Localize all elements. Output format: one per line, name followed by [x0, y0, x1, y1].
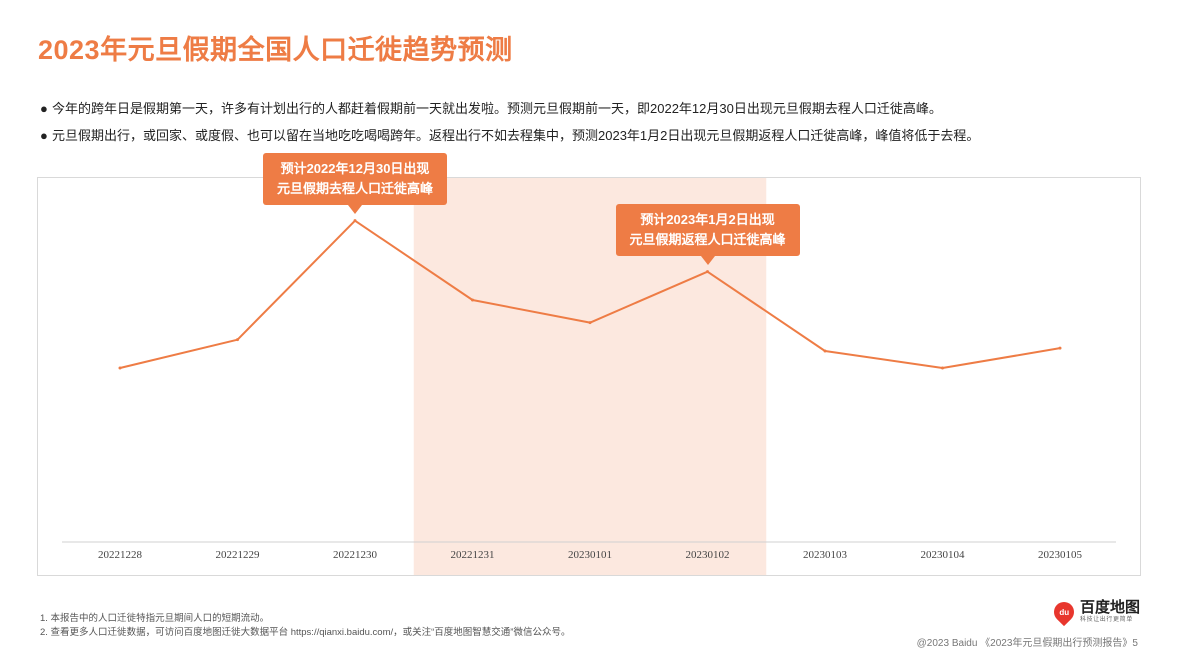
logo-slogan: 科技让出行更简单	[1080, 617, 1133, 623]
x-tick-label: 20230101	[568, 549, 612, 561]
peak-callout: 预计2022年12月30日出现 元旦假期去程人口迁徙高峰	[263, 152, 448, 214]
callout-line: 预计2023年1月2日出现	[640, 211, 775, 227]
data-point	[706, 270, 709, 274]
footnotes: 1. 本报告中的人口迁徙特指元旦期间人口的短期流动。 2. 查看更多人口迁徙数据…	[40, 612, 570, 640]
callout-line: 元旦假期去程人口迁徙高峰	[277, 180, 434, 196]
x-tick-label: 20221229	[216, 549, 261, 561]
x-tick-label: 20230102	[686, 549, 730, 561]
map-pin-icon: du	[1049, 597, 1079, 627]
data-point	[588, 321, 592, 325]
callout-line: 元旦假期返程人口迁徙高峰	[629, 231, 786, 247]
bullet-item: ● 元旦假期出行，或回家、或度假、也可以留在当地吃吃喝喝跨年。返程出行不如去程集中…	[40, 127, 1160, 145]
x-tick-label: 20230105	[1038, 549, 1083, 561]
bullet-text: 元旦假期出行，或回家、或度假、也可以留在当地吃吃喝喝跨年。返程出行不如去程集中，…	[52, 128, 980, 143]
x-tick-label: 20221228	[98, 549, 143, 561]
bullet-dot-icon: ●	[40, 101, 48, 116]
data-point	[941, 366, 944, 370]
footnote: 1. 本报告中的人口迁徙特指元旦期间人口的短期流动。	[40, 613, 270, 624]
copyright: @2023 Baidu 《2023年元旦假期出行预测报告》5	[916, 638, 1138, 649]
x-tick-label: 20221230	[333, 549, 378, 561]
footnote: 2. 查看更多人口迁徙数据，可访问百度地图迁徙大数据平台 https://qia…	[40, 627, 571, 638]
bullet-text: 今年的跨年日是假期第一天，许多有计划出行的人都赶着假期前一天就出发啦。预测元旦假…	[52, 101, 942, 116]
data-point	[1058, 346, 1062, 350]
callout-line: 预计2022年12月30日出现	[280, 160, 430, 176]
x-tick-label: 20230104	[921, 549, 966, 561]
x-tick-label: 20221231	[451, 549, 495, 561]
bullet-dot-icon: ●	[40, 128, 48, 143]
data-point	[353, 219, 357, 223]
chart-canvas: 20221228 20221229 20221230 20221231 20230101…	[62, 178, 1116, 575]
data-point	[236, 338, 239, 342]
x-tick-label: 20230103	[803, 549, 848, 561]
migration-trend-chart: 20221228 20221229 20221230 20221231 20230101…	[37, 152, 1141, 576]
data-point	[471, 298, 474, 302]
bullet-list: ● 今年的跨年日是假期第一天，许多有计划出行的人都赶着假期前一天就出发啦。预测元旦…	[40, 100, 1160, 154]
data-point	[118, 366, 122, 370]
peak-callout: 预计2023年1月2日出现 元旦假期返程人口迁徙高峰	[615, 203, 800, 265]
logo-name: 百度地图	[1080, 599, 1141, 616]
data-point	[823, 349, 827, 353]
baidu-map-logo: du 百度地图 科技让出行更简单	[1049, 597, 1141, 627]
bullet-item: ● 今年的跨年日是假期第一天，许多有计划出行的人都赶着假期前一天就出发啦。预测元旦…	[40, 100, 1160, 118]
page-title: 2023年元旦假期全国人口迁徙趋势预测	[38, 35, 513, 65]
